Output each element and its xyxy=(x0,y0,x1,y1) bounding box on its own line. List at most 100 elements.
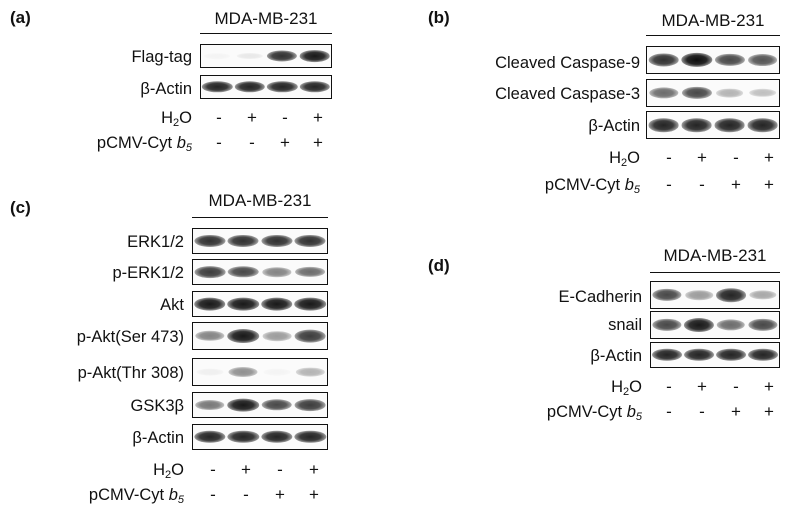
panel-c-vector-sign-1: - xyxy=(210,485,216,504)
panel-c-blot-p-akt-thr308 xyxy=(192,358,328,386)
band-lane-4 xyxy=(748,348,778,362)
band-lane-1 xyxy=(204,53,230,59)
panel-c-h2o2-sign-1: - xyxy=(210,460,216,479)
band-lane-4 xyxy=(299,50,331,62)
band-lane-1 xyxy=(652,348,682,362)
band-lane-1 xyxy=(648,118,679,132)
band-lane-4 xyxy=(294,430,326,444)
band-lane-2 xyxy=(228,367,258,377)
panel-b-blot-cleaved-caspase-3 xyxy=(646,79,780,107)
band-lane-3 xyxy=(260,297,293,311)
band-lane-2 xyxy=(227,234,259,248)
panel-a-blot-label-1: β-Actin xyxy=(140,80,192,98)
panel-b-blot-label-1: Cleaved Caspase-3 xyxy=(495,85,640,103)
panel-c-blot-label-2: Akt xyxy=(160,296,184,314)
panel-c-blot-p-akt-ser473 xyxy=(192,322,328,350)
band-lane-3 xyxy=(714,53,745,67)
panel-d-h2o2-sign-3: - xyxy=(733,377,739,396)
band-lane-4 xyxy=(296,367,325,377)
band-lane-1 xyxy=(194,266,226,278)
panel-b-vector-label: pCMV-Cyt b5 xyxy=(544,176,640,196)
panel-c-blot-beta-actin xyxy=(192,424,328,450)
band-lane-3 xyxy=(261,430,293,444)
panel-b-vector-sign-2: - xyxy=(699,175,705,194)
band-lane-2 xyxy=(685,290,713,300)
panel-a-blot-beta-actin xyxy=(200,75,332,99)
band-lane-1 xyxy=(648,87,679,99)
panel-b-blot-label-0: Cleaved Caspase-9 xyxy=(495,54,640,72)
band-lane-3 xyxy=(714,118,745,132)
band-lane-3 xyxy=(263,369,290,376)
panel-c-blot-gsk3b xyxy=(192,392,328,418)
band-lane-1 xyxy=(195,330,225,342)
panel-c-vector-label: pCMV-Cyt b5 xyxy=(88,486,184,506)
band-lane-4 xyxy=(748,318,778,332)
band-lane-3 xyxy=(261,399,293,411)
panel-c-blot-label-5: GSK3β xyxy=(130,397,184,415)
band-lane-2 xyxy=(681,86,712,100)
panel-a-h2o2-sign-1: - xyxy=(216,108,222,127)
band-lane-3 xyxy=(261,234,293,248)
band-lane-1 xyxy=(196,368,224,376)
band-lane-1 xyxy=(652,318,682,332)
band-lane-2 xyxy=(234,81,265,93)
band-lane-3 xyxy=(716,319,746,331)
band-lane-1 xyxy=(202,81,233,93)
band-lane-3 xyxy=(267,81,298,93)
panel-c-h2o2-sign-4: + xyxy=(309,460,319,479)
panel-a-cell-line: MDA-MB-231 xyxy=(214,9,318,28)
band-lane-4 xyxy=(294,297,327,311)
panel-b-vector-sign-1: - xyxy=(666,175,672,194)
panel-a-blot-label-0: Flag-tag xyxy=(131,48,192,66)
panel-b-vector-sign-4: + xyxy=(764,175,774,194)
panel-c-blot-p-erk xyxy=(192,259,328,285)
panel-d-cell-line: MDA-MB-231 xyxy=(663,246,767,265)
panel-a-h2o2-sign-3: - xyxy=(282,108,288,127)
band-lane-1 xyxy=(648,53,679,67)
panel-d-underline xyxy=(650,272,780,273)
panel-b-label: (b) xyxy=(428,8,450,27)
band-lane-3 xyxy=(262,331,292,341)
panel-b-vector-sign-3: + xyxy=(731,175,741,194)
band-lane-4 xyxy=(294,399,326,411)
panel-d-vector-sign-4: + xyxy=(764,402,774,421)
band-lane-4 xyxy=(747,54,778,66)
panel-c-cell-line: MDA-MB-231 xyxy=(208,191,312,210)
panel-a-blot-flag-tag xyxy=(200,44,332,68)
panel-c-h2o2-label: H2O xyxy=(153,461,184,481)
panel-d-vector-sign-1: - xyxy=(666,402,672,421)
band-lane-2 xyxy=(227,430,259,444)
panel-b-h2o2-label: H2O xyxy=(609,149,640,169)
band-lane-4 xyxy=(747,118,778,132)
panel-c-blot-label-4: p-Akt(Thr 308) xyxy=(77,364,184,382)
panel-c-vector-sign-2: - xyxy=(243,485,249,504)
panel-b-h2o2-sign-2: + xyxy=(697,148,707,167)
panel-c-h2o2-sign-3: - xyxy=(277,460,283,479)
band-lane-3 xyxy=(715,88,744,98)
band-lane-4 xyxy=(299,81,330,93)
panel-d-blot-snail xyxy=(650,311,780,339)
panel-c-blot-label-6: β-Actin xyxy=(132,429,184,447)
panel-c-blot-label-0: ERK1/2 xyxy=(127,233,184,251)
band-lane-2 xyxy=(227,297,260,311)
band-lane-3 xyxy=(267,50,298,62)
panel-c-blot-label-1: p-ERK1/2 xyxy=(112,264,184,282)
band-lane-1 xyxy=(194,400,225,410)
panel-d-blot-beta-actin xyxy=(650,342,780,368)
panel-a-h2o2-label: H2O xyxy=(161,109,192,129)
band-lane-2 xyxy=(680,52,713,68)
panel-a-h2o2-sign-4: + xyxy=(313,108,323,127)
panel-b-h2o2-sign-3: - xyxy=(733,148,739,167)
band-lane-2 xyxy=(227,398,260,412)
panel-a-vector-label: pCMV-Cyt b5 xyxy=(96,134,192,154)
panel-d-blot-e-cadherin xyxy=(650,281,780,309)
panel-d-vector-sign-3: + xyxy=(731,402,741,421)
panel-c-blot-akt xyxy=(192,291,328,317)
panel-a-label: (a) xyxy=(10,8,31,27)
panel-b-cell-line: MDA-MB-231 xyxy=(661,11,765,30)
panel-d-h2o2-sign-2: + xyxy=(697,377,707,396)
panel-d-vector-label: pCMV-Cyt b5 xyxy=(546,403,642,423)
band-lane-2 xyxy=(683,318,715,332)
panel-a-underline xyxy=(200,33,332,34)
panel-d-vector-sign-2: - xyxy=(699,402,705,421)
